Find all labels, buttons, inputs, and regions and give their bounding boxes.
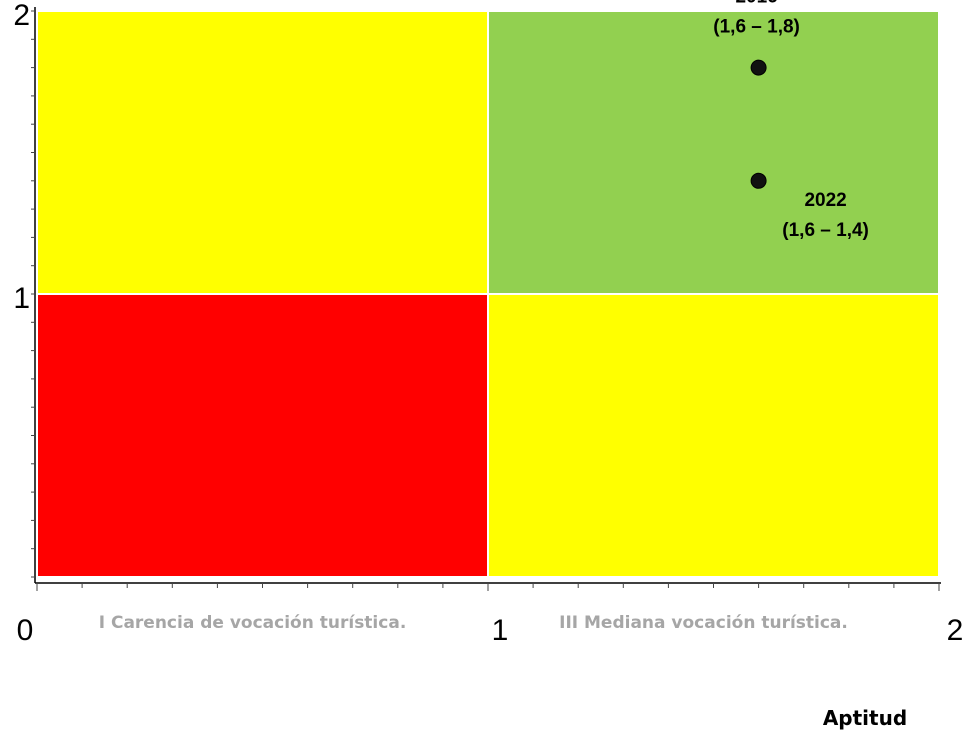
y-tick-label: 1 [13, 282, 30, 315]
quadrant-top-right [487, 10, 940, 295]
quadrant-bottom-right [487, 293, 940, 578]
point-2022 [750, 172, 767, 189]
quadrants [36, 10, 940, 578]
point-2016 [750, 59, 767, 76]
x-tick-label: 0 [17, 614, 34, 647]
quadrant-label: I Carencia de vocación turística. [99, 613, 407, 633]
quadrant-bottom-left [36, 293, 489, 578]
axes: 0 1 2 1 2 [13, 0, 963, 647]
data-points [750, 59, 767, 189]
x-axis-title: Aptitud [823, 706, 907, 730]
labels: 2016 (1,6 – 1,8) 2022 (1,6 – 1,4) I Carencia… [99, 0, 907, 730]
x-tick-label: 1 [492, 614, 509, 647]
quadrant-top-left [36, 10, 489, 295]
point-year-label: 2016 [735, 0, 777, 8]
quadrant-label: III Mediana vocación turística. [559, 613, 848, 633]
y-tick-label: 2 [13, 0, 30, 32]
point-coords-label: (1,6 – 1,8) [713, 17, 800, 38]
x-tick-label: 2 [947, 614, 963, 647]
point-year-label: 2022 [804, 190, 846, 211]
point-coords-label: (1,6 – 1,4) [782, 220, 869, 241]
